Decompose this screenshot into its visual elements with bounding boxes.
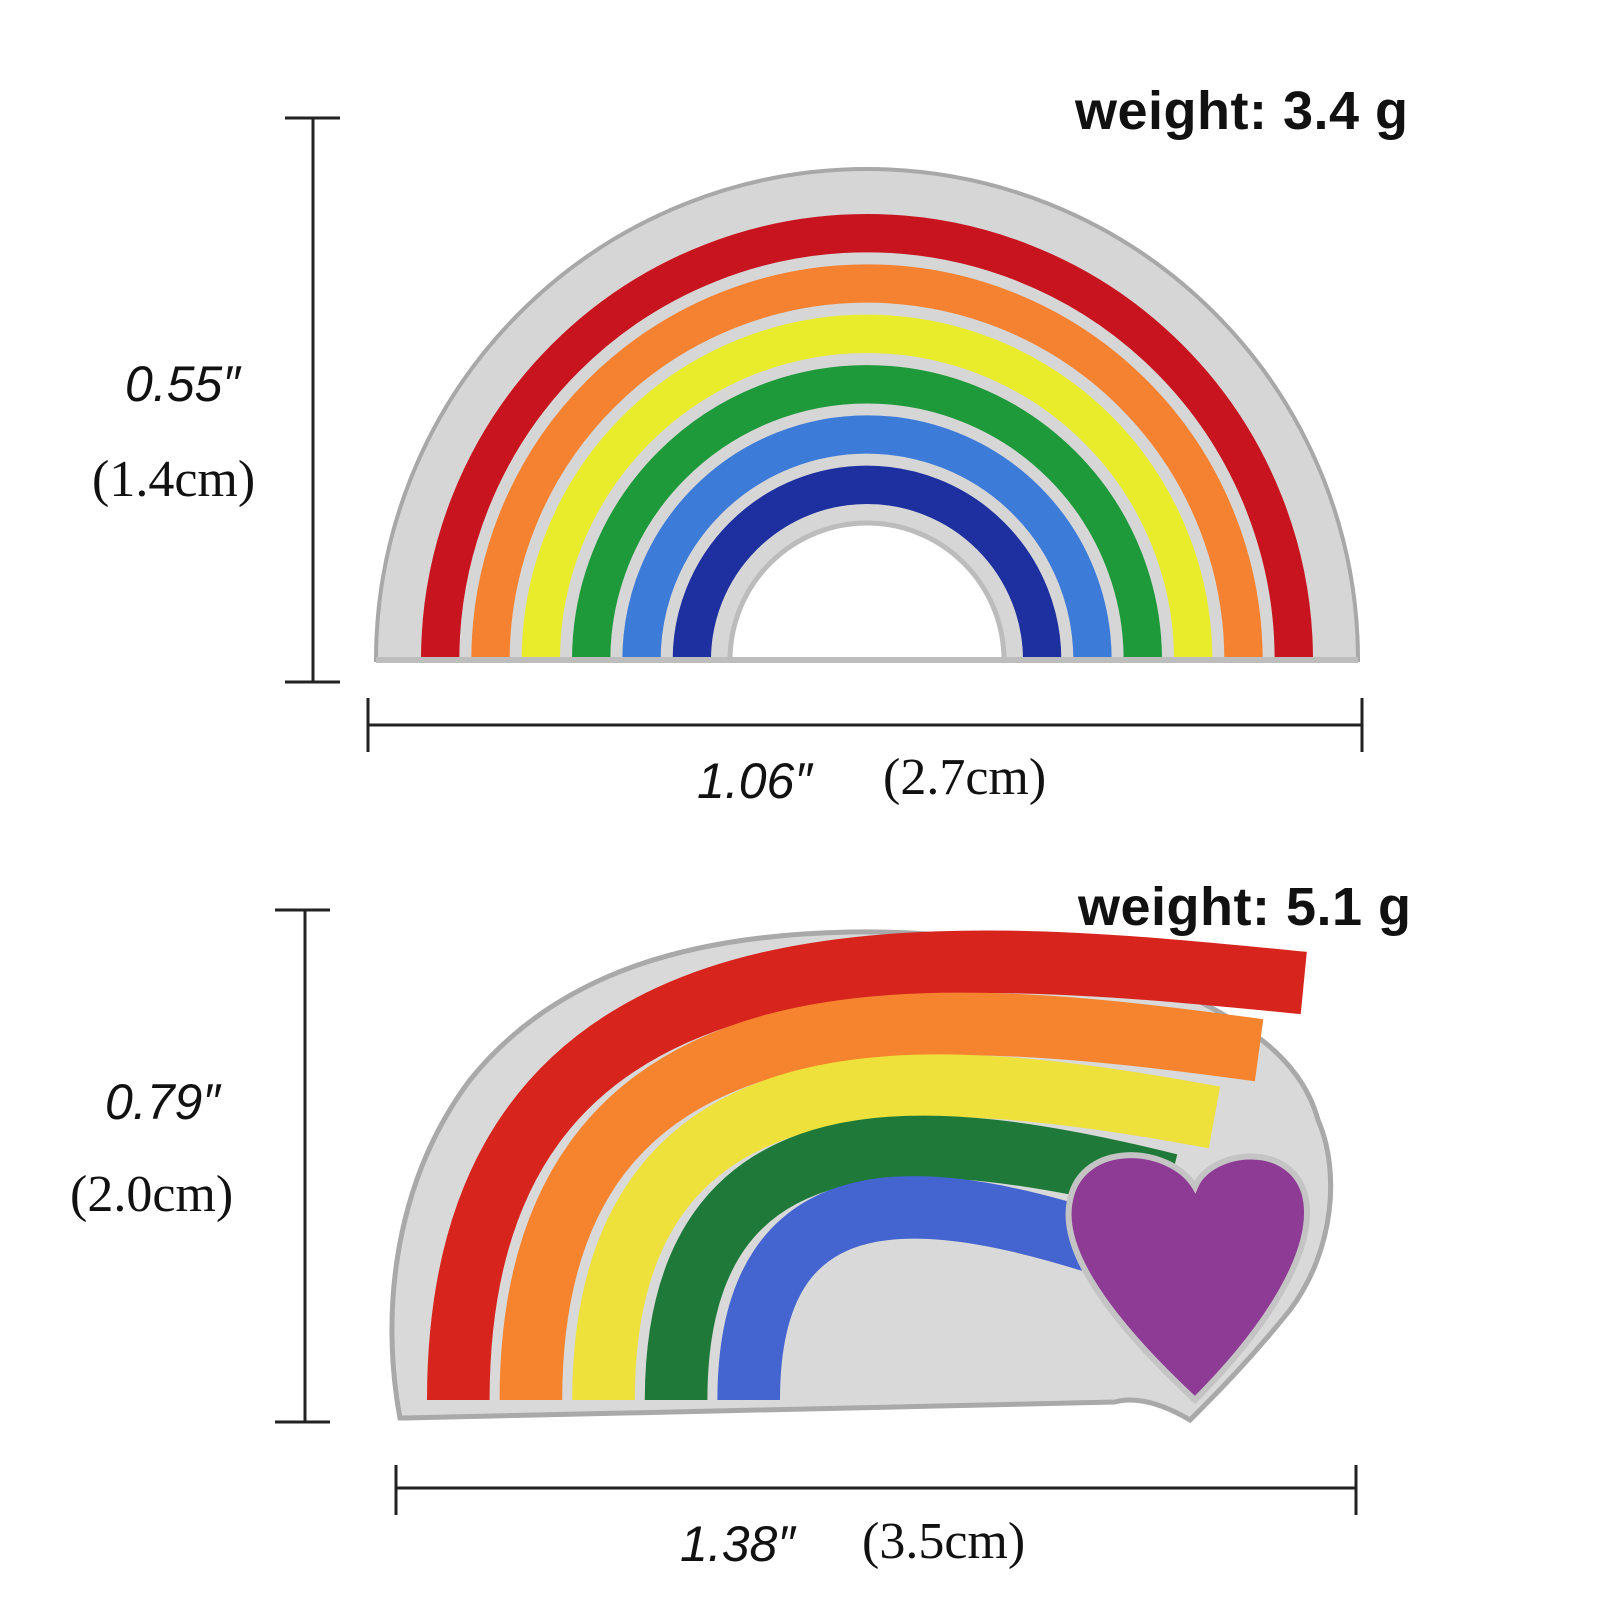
pin2-height-inch-label: 0.79″ bbox=[105, 1074, 221, 1130]
pin2-height-cm-label: (2.0cm) bbox=[70, 1166, 234, 1223]
pin1-band bbox=[622, 415, 1112, 661]
pin1-width-cm-label: (2.7cm) bbox=[883, 749, 1047, 806]
pin2-dimension-lines bbox=[275, 908, 1358, 1515]
pin1-band bbox=[572, 365, 1162, 661]
pin1-width-inch-label: 1.06″ bbox=[697, 753, 813, 809]
heart-icon bbox=[1065, 1152, 1310, 1405]
pin1-height-cm-label: (1.4cm) bbox=[92, 451, 256, 508]
pin2-band bbox=[572, 1054, 1221, 1401]
pin1-band bbox=[672, 465, 1062, 661]
pin2-band bbox=[499, 992, 1264, 1401]
pin1-weight-label: weight: 3.4 g bbox=[1075, 81, 1409, 141]
pin2-band bbox=[644, 1115, 1178, 1401]
pin1-band bbox=[521, 314, 1213, 661]
pin1-band bbox=[471, 264, 1263, 661]
pin1-inner-hole bbox=[727, 520, 1007, 663]
pin2-band bbox=[427, 930, 1307, 1401]
pin1-height-inch-label: 0.55″ bbox=[125, 356, 241, 412]
pin2-rainbow-bands bbox=[427, 930, 1307, 1401]
pin2-weight-label: weight: 5.1 g bbox=[1078, 877, 1412, 937]
pin2-width-cm-label: (3.5cm) bbox=[862, 1513, 1026, 1570]
pin1-dimension-lines bbox=[285, 116, 1364, 752]
pin2-width-inch-label: 1.38″ bbox=[680, 1516, 796, 1572]
pin2-band bbox=[717, 1176, 1136, 1401]
pin1-rainbow-bands bbox=[440, 233, 1294, 660]
